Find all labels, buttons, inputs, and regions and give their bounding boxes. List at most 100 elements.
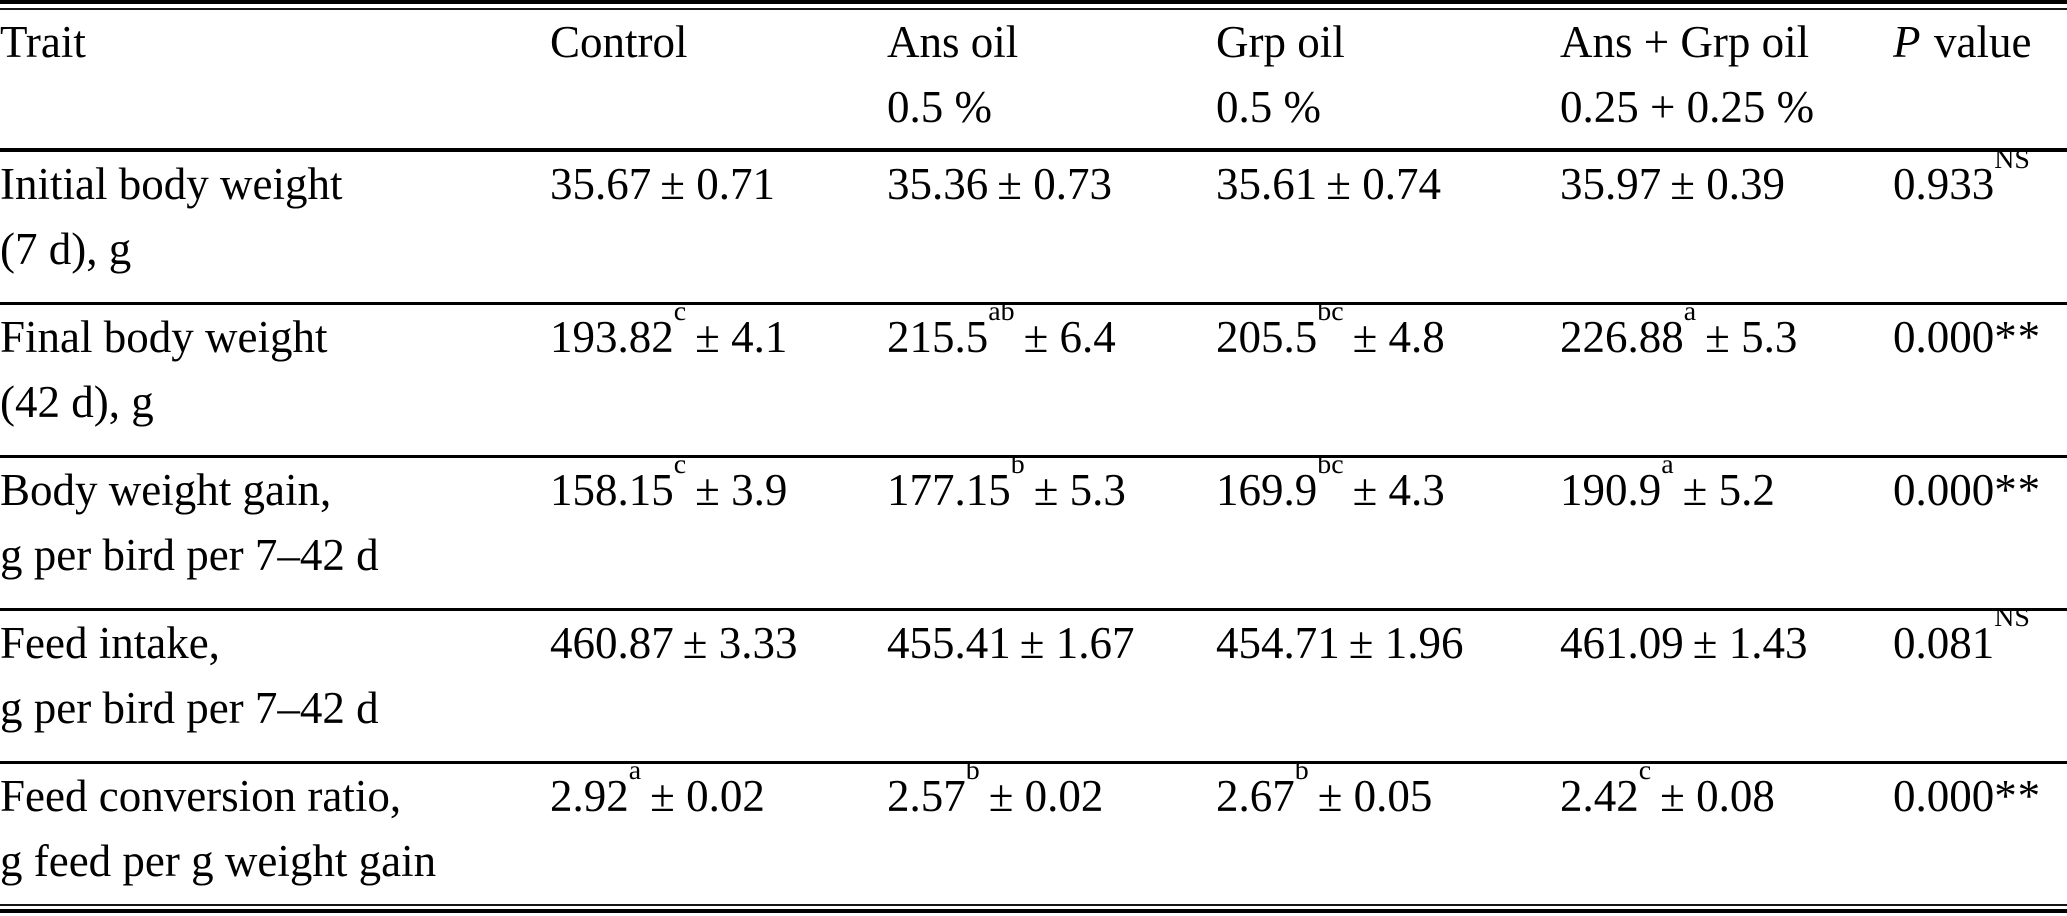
cell-superscript: c	[673, 303, 687, 328]
trait-cell: Feed intake, g per bird per 7–42 d	[0, 609, 550, 764]
table-row-final-body-weight: Final body weight (42 d), g 193.82c ± 4.1…	[0, 303, 2067, 458]
cell-value: 226.88	[1560, 311, 1684, 362]
cell-value: 2.42	[1560, 770, 1639, 821]
table-bottom-heavy-rule	[0, 909, 2067, 913]
cell-error: ± 0.73	[997, 159, 1112, 209]
cell-superscript: bc	[1317, 303, 1344, 328]
cell-error: ± 0.08	[1660, 770, 1775, 821]
table-row-initial-body-weight: Initial body weight (7 d), g 35.67 ± 0.71…	[0, 150, 2067, 305]
cell-error: ± 6.4	[1023, 311, 1116, 362]
col-header-grp-oil: Grp oil 0.5 %	[1216, 10, 1560, 152]
table-cell: 2.42c ± 0.08	[1560, 762, 1893, 904]
p-italic: P	[1893, 17, 1921, 67]
p-value: 0.000	[1893, 464, 1995, 515]
cell-value: 2.67	[1216, 770, 1295, 821]
p-significance-superscript: NS	[1994, 609, 2030, 634]
cell-superscript: c	[673, 456, 687, 481]
cell-superscript: b	[1010, 456, 1025, 481]
p-significance-stars: **	[1994, 311, 2042, 362]
table-cell: 35.61 ± 0.74	[1216, 150, 1560, 305]
p-value-cell: 0.933NS	[1893, 150, 2067, 305]
col-header-subline: 0.5 %	[887, 82, 992, 133]
growth-performance-table: Trait Control Ans oil 0.5 % Grp oil 0.5 …	[0, 10, 2067, 904]
table-top-heavy-rule	[0, 0, 2067, 4]
trait-cell: Body weight gain, g per bird per 7–42 d	[0, 456, 550, 611]
table-cell: 169.9bc ± 4.3	[1216, 456, 1560, 611]
cell-value: 2.57	[887, 770, 966, 821]
trait-line1: Feed conversion ratio,	[0, 770, 402, 821]
p-value-cell: 0.000**	[1893, 303, 2067, 458]
trait-line2: g feed per g weight gain	[0, 835, 437, 886]
cell-error: ± 0.74	[1326, 159, 1441, 209]
cell-superscript: ab	[988, 303, 1015, 328]
cell-value: 35.67	[550, 159, 652, 209]
cell-superscript: c	[1638, 762, 1652, 787]
cell-error: ± 5.2	[1682, 464, 1775, 515]
trait-line2: (42 d), g	[0, 376, 154, 427]
header-row: Trait Control Ans oil 0.5 % Grp oil 0.5 …	[0, 10, 2067, 152]
p-value-cell: 0.000**	[1893, 762, 2067, 904]
cell-superscript: b	[1294, 762, 1309, 787]
cell-value: 177.15	[887, 464, 1011, 515]
cell-value: 455.41	[887, 617, 1011, 668]
cell-value: 169.9	[1216, 464, 1318, 515]
cell-value: 454.71	[1216, 617, 1340, 668]
trait-line1: Body weight gain,	[0, 464, 332, 515]
col-header-ans-oil: Ans oil 0.5 %	[887, 10, 1216, 152]
col-header-control: Control	[550, 10, 887, 152]
col-header-label: Control	[550, 17, 688, 67]
cell-value: 193.82	[550, 311, 674, 362]
col-header-ans-grp-oil: Ans + Grp oil 0.25 + 0.25 %	[1560, 10, 1893, 152]
table-cell: 461.09 ± 1.43	[1560, 609, 1893, 764]
cell-value: 190.9	[1560, 464, 1662, 515]
cell-error: ± 0.39	[1670, 159, 1785, 209]
p-significance-stars: **	[1994, 770, 2042, 821]
p-significance-stars: **	[1994, 464, 2042, 515]
p-value: 0.081	[1893, 617, 1995, 668]
trait-cell: Initial body weight (7 d), g	[0, 150, 550, 305]
trait-line2: g per bird per 7–42 d	[0, 529, 379, 580]
p-value: 0.000	[1893, 770, 1995, 821]
p-significance-superscript: NS	[1994, 150, 2030, 175]
table-cell: 158.15c ± 3.9	[550, 456, 887, 611]
p-value-cell: 0.000**	[1893, 456, 2067, 611]
table-cell: 205.5bc ± 4.8	[1216, 303, 1560, 458]
p-value: 0.933	[1893, 159, 1995, 209]
table-cell: 35.36 ± 0.73	[887, 150, 1216, 305]
cell-value: 2.92	[550, 770, 629, 821]
cell-error: ± 1.96	[1348, 617, 1464, 668]
cell-value: 35.36	[887, 159, 989, 209]
cell-error: ± 5.3	[1705, 311, 1798, 362]
trait-line1: Feed intake,	[0, 617, 220, 668]
table-cell: 2.92a ± 0.02	[550, 762, 887, 904]
trait-line1: Initial body weight	[0, 159, 343, 209]
table-cell: 226.88a ± 5.3	[1560, 303, 1893, 458]
table-bottom-thin-rule	[0, 904, 2067, 906]
cell-error: ± 5.3	[1033, 464, 1126, 515]
col-header-label: Grp oil	[1216, 17, 1345, 67]
table-cell: 193.82c ± 4.1	[550, 303, 887, 458]
cell-error: ± 0.71	[660, 159, 775, 209]
cell-error: ± 0.05	[1317, 770, 1433, 821]
table-cell: 2.67b ± 0.05	[1216, 762, 1560, 904]
table-cell: 2.57b ± 0.02	[887, 762, 1216, 904]
table-row-feed-intake: Feed intake, g per bird per 7–42 d 460.8…	[0, 609, 2067, 764]
table-cell: 35.67 ± 0.71	[550, 150, 887, 305]
cell-value: 215.5	[887, 311, 989, 362]
cell-superscript: a	[1683, 303, 1697, 328]
cell-value: 461.09	[1560, 617, 1684, 668]
cell-value: 158.15	[550, 464, 674, 515]
p-value: 0.000	[1893, 311, 1995, 362]
cell-error: ± 4.8	[1352, 311, 1445, 362]
cell-superscript: a	[1661, 456, 1674, 481]
col-header-subline: 0.25 + 0.25 %	[1560, 82, 1815, 133]
col-header-subline: 0.5 %	[1216, 82, 1321, 133]
trait-line2: (7 d), g	[0, 224, 132, 275]
cell-error: ± 1.67	[1019, 617, 1135, 668]
trait-line1: Final body weight	[0, 311, 328, 362]
cell-superscript: bc	[1317, 456, 1344, 481]
cell-error: ± 1.43	[1692, 617, 1808, 668]
col-header-label: Ans + Grp oil	[1560, 17, 1810, 67]
